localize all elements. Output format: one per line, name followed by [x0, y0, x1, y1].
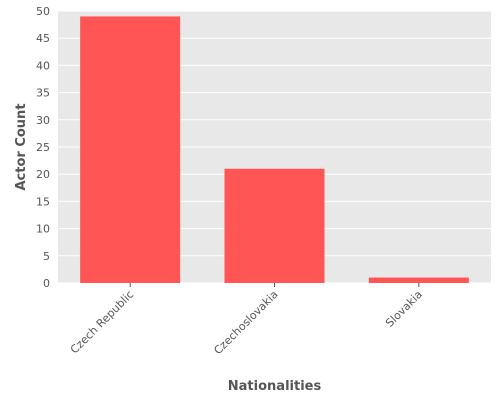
y-tick-label: 30: [36, 114, 50, 127]
bar-slovakia: [368, 277, 469, 283]
x-axis-ticks: Czech Republic Czechoslovakia Slovakia: [68, 283, 425, 357]
y-tick-label: 0: [43, 277, 50, 290]
y-tick-label: 15: [36, 195, 50, 208]
bars: [80, 16, 469, 283]
y-tick-label: 35: [36, 87, 50, 100]
y-tick-label: 20: [36, 168, 50, 181]
bar-czechoslovakia: [224, 168, 325, 283]
bar-czech-republic: [80, 16, 181, 283]
y-axis-title: Actor Count: [14, 103, 29, 190]
y-tick-label: 45: [36, 32, 50, 45]
y-tick-label: 5: [43, 250, 50, 263]
y-tick-label: 10: [36, 223, 50, 236]
x-tick-label: Slovakia: [383, 288, 425, 330]
y-axis-ticks: 0 5 10 15 20 25 30 35 40 45 50: [36, 5, 50, 290]
x-axis-title: Nationalities: [228, 379, 322, 394]
y-tick-label: 25: [36, 141, 50, 154]
x-tick-label: Czech Republic: [68, 288, 136, 356]
y-tick-label: 50: [36, 5, 50, 18]
x-tick-label: Czechoslovakia: [211, 288, 280, 357]
y-tick-label: 40: [36, 59, 50, 72]
